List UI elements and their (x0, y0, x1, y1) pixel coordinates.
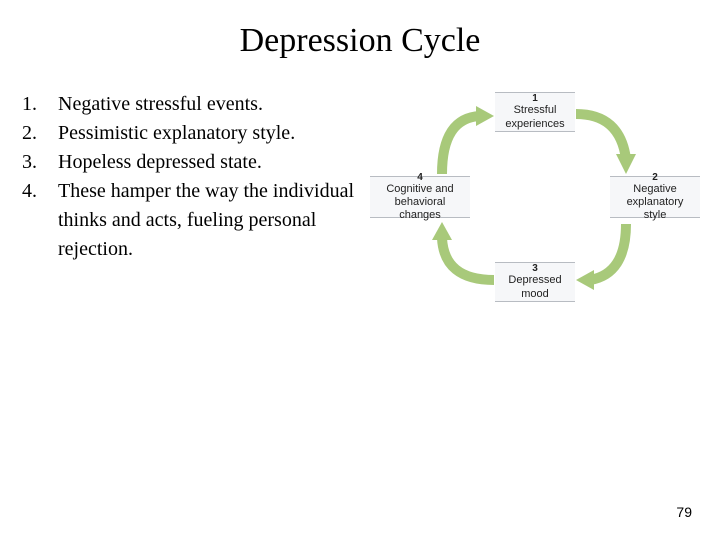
arrow-icon (570, 104, 640, 184)
page-title: Depression Cycle (0, 0, 720, 90)
cycle-diagram: 1 Stressful experiences 2 Negative expla… (370, 90, 700, 315)
arrow-icon (430, 214, 500, 294)
cycle-node-negative: 2 Negative explanatory style (610, 176, 700, 218)
cycle-node-depressed: 3 Depressed mood (495, 262, 575, 302)
arrow-icon (570, 214, 640, 294)
list-column: Negative stressful events. Pessimistic e… (20, 90, 360, 315)
cycle-node-cognitive: 4 Cognitive and behavioral changes (370, 176, 470, 218)
node-number: 1 (532, 93, 538, 104)
node-number: 3 (532, 263, 538, 274)
list-item: Pessimistic explanatory style. (20, 119, 360, 148)
node-number: 4 (417, 172, 423, 183)
list-item: These hamper the way the individual thin… (20, 177, 360, 264)
numbered-list: Negative stressful events. Pessimistic e… (20, 90, 360, 264)
node-label: mood (521, 288, 549, 301)
cycle-node-stressful: 1 Stressful experiences (495, 92, 575, 132)
node-label: Negative (633, 183, 676, 196)
node-label: Cognitive and (386, 183, 453, 196)
list-item: Negative stressful events. (20, 90, 360, 119)
page-number: 79 (676, 504, 692, 520)
node-label: experiences (505, 118, 564, 131)
node-label: explanatory style (616, 196, 694, 222)
content-row: Negative stressful events. Pessimistic e… (0, 90, 720, 315)
node-label: Stressful (514, 104, 557, 117)
list-item: Hopeless depressed state. (20, 148, 360, 177)
arrow-icon (430, 104, 500, 184)
node-label: behavioral changes (376, 196, 464, 222)
node-label: Depressed (508, 274, 561, 287)
node-number: 2 (652, 172, 658, 183)
